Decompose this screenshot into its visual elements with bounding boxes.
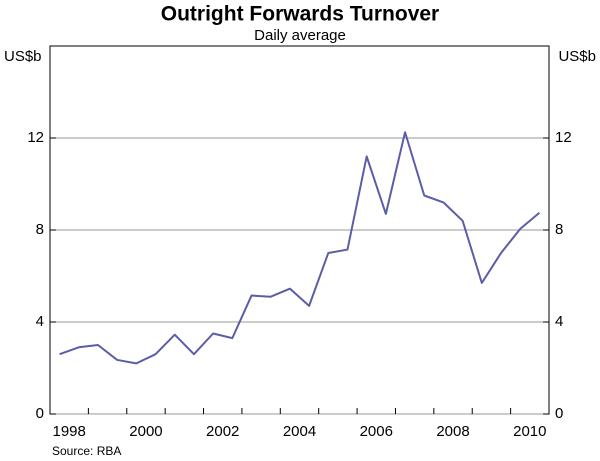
y-tick-label: 8 [36, 221, 44, 238]
y2-tick-label: 8 [555, 221, 563, 238]
chart-subtitle: Daily average [254, 27, 346, 44]
y-tick-label: 4 [36, 313, 44, 330]
y-tick-label: 0 [36, 405, 44, 422]
chart-title: Outright Forwards Turnover [161, 3, 439, 26]
y-axis-label: US$b [4, 48, 42, 65]
x-tick-label: 2008 [436, 423, 469, 440]
y2-tick-label: 4 [555, 313, 563, 330]
x-tick-label: 2010 [513, 423, 546, 440]
x-tick-label: 2006 [360, 423, 393, 440]
x-tick-label: 1998 [53, 423, 86, 440]
x-tick-label: 2000 [129, 423, 162, 440]
y2-tick-label: 12 [555, 129, 572, 146]
y-tick-label: 12 [27, 129, 44, 146]
source: Source: RBA [52, 444, 121, 458]
x-tick-label: 2002 [206, 423, 239, 440]
series-line [59, 131, 541, 365]
y2-tick-label: 0 [555, 405, 563, 422]
y2-axis-label: US$b [558, 48, 596, 65]
x-tick-label: 2004 [283, 423, 316, 440]
